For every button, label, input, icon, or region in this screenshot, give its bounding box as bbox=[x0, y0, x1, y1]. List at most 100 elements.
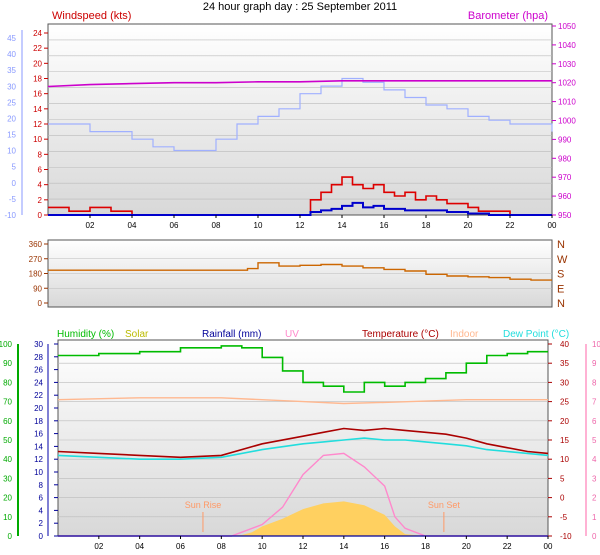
wind-direction-line bbox=[48, 262, 552, 281]
x-tick-label: 10 bbox=[254, 221, 263, 230]
x-tick-label: 04 bbox=[135, 542, 144, 551]
uv-tick-label: 9 bbox=[592, 359, 597, 368]
x-tick-label: 08 bbox=[217, 542, 226, 551]
direction-degree-tick: 0 bbox=[38, 299, 43, 308]
climate-axes: 1009080706050403020100302826242220181614… bbox=[0, 340, 600, 541]
temperature-tick-label: 40 bbox=[560, 340, 569, 349]
sun-annotations: Sun Rise Sun Set bbox=[185, 500, 461, 532]
climate-panel-background bbox=[57, 339, 549, 537]
uv-tick-label: 7 bbox=[592, 398, 597, 407]
windspeed-tick-label: 16 bbox=[33, 90, 42, 99]
sun-annotation-label: Sun Set bbox=[428, 500, 461, 510]
temperature-tick-label: 30 bbox=[560, 378, 569, 387]
temperature-tick-label: -5 bbox=[560, 513, 568, 522]
humidity-line bbox=[58, 345, 548, 393]
uv-tick-label: 10 bbox=[592, 340, 600, 349]
legend-entry: Temperature (°C) bbox=[362, 329, 439, 340]
humidity-tick-label: 30 bbox=[3, 474, 12, 483]
climate-legend: Humidity (%) Solar Rainfall (mm) UV Temperat… bbox=[57, 329, 569, 340]
x-tick-label: 16 bbox=[380, 542, 389, 551]
humidity-tick-label: 60 bbox=[3, 417, 12, 426]
x-tick-label: 00 bbox=[544, 542, 553, 551]
windspeed-tick-label: 20 bbox=[33, 59, 42, 68]
direction-compass-tick: S bbox=[557, 269, 564, 281]
x-tick-label: 20 bbox=[462, 542, 471, 551]
wind-series bbox=[47, 77, 553, 216]
wind-outer-tick-label: 35 bbox=[7, 66, 16, 75]
barometer-axis: 1050 1040 1030 1020 1010 1000 990 980 970 960 950 bbox=[552, 22, 576, 220]
solar-area bbox=[58, 501, 548, 536]
rainfall-tick-label: 26 bbox=[34, 366, 43, 375]
direction-series bbox=[48, 262, 552, 281]
barometer-tick-label: 1020 bbox=[558, 79, 576, 88]
gust-line bbox=[48, 77, 553, 152]
x-tick-label: 16 bbox=[380, 221, 389, 230]
windspeed-tick-label: 18 bbox=[33, 75, 42, 84]
rainfall-tick-label: 4 bbox=[39, 506, 44, 515]
wind-x-axis: 02 04 06 08 10 12 14 16 18 20 22 00 bbox=[86, 215, 557, 230]
rainfall-tick-label: 12 bbox=[34, 455, 43, 464]
barometer-line bbox=[47, 80, 552, 88]
x-tick-label: 14 bbox=[339, 542, 348, 551]
rainfall-tick-label: 22 bbox=[34, 391, 43, 400]
barometer-tick-label: 1040 bbox=[558, 41, 576, 50]
barometer-tick-label: 1030 bbox=[558, 60, 576, 69]
rainfall-tick-label: 16 bbox=[34, 430, 43, 439]
x-tick-label: 06 bbox=[176, 542, 185, 551]
legend-entry: UV bbox=[285, 329, 299, 340]
legend-entry: Humidity (%) bbox=[57, 329, 114, 340]
humidity-tick-label: 20 bbox=[3, 494, 12, 503]
climate-x-axis: 02 04 06 08 10 12 14 16 18 20 22 00 bbox=[94, 536, 553, 551]
sun-annotation-label: Sun Rise bbox=[185, 500, 222, 510]
wind-outer-tick-label: 45 bbox=[7, 34, 16, 43]
rainfall-tick-label: 2 bbox=[39, 519, 44, 528]
rainfall-tick-label: 28 bbox=[34, 353, 43, 362]
direction-compass-tick: N bbox=[557, 298, 565, 310]
x-tick-label: 10 bbox=[258, 542, 267, 551]
temperature-tick-label: 25 bbox=[560, 398, 569, 407]
wind-gridlines bbox=[48, 39, 552, 200]
rainfall-tick-label: 18 bbox=[34, 417, 43, 426]
barometer-tick-label: 960 bbox=[558, 192, 572, 201]
temperature-line bbox=[57, 427, 549, 459]
temperature-tick-label: 35 bbox=[560, 359, 569, 368]
humidity-tick-label: 40 bbox=[3, 455, 12, 464]
direction-degree-tick: 90 bbox=[33, 284, 42, 293]
x-tick-label: 22 bbox=[503, 542, 512, 551]
x-tick-label: 02 bbox=[94, 542, 103, 551]
wind-outer-axis: 45 40 35 30 25 20 15 10 5 0 -5 -10 bbox=[4, 30, 23, 220]
barometer-tick-label: 1000 bbox=[558, 117, 576, 126]
x-tick-label: 08 bbox=[212, 221, 221, 230]
uv-tick-label: 2 bbox=[592, 494, 597, 503]
humidity-tick-label: 80 bbox=[3, 378, 12, 387]
x-tick-label: 12 bbox=[296, 221, 305, 230]
legend-entry: Indoor bbox=[450, 329, 479, 340]
wind-outer-tick-label: 25 bbox=[7, 98, 16, 107]
wind-outer-tick-label: 30 bbox=[7, 82, 16, 91]
humidity-tick-label: 50 bbox=[3, 436, 12, 445]
rainfall-tick-label: 10 bbox=[34, 468, 43, 477]
rainfall-tick-label: 14 bbox=[34, 442, 43, 451]
wind-outer-tick-label: 20 bbox=[7, 114, 16, 123]
barometer-tick-label: 980 bbox=[558, 154, 572, 163]
legend-entry: Solar bbox=[125, 329, 149, 340]
rainfall-tick-label: 0 bbox=[39, 532, 44, 541]
uv-tick-label: 3 bbox=[592, 474, 597, 483]
windspeed-tick-label: 8 bbox=[38, 150, 43, 159]
wind-outer-tick-label: 40 bbox=[7, 50, 16, 59]
direction-degree-tick: 270 bbox=[29, 255, 43, 264]
uv-tick-label: 4 bbox=[592, 455, 597, 464]
windspeed-tick-label: 12 bbox=[33, 120, 42, 129]
direction-degree-axis: 360 270 180 90 0 bbox=[29, 240, 48, 308]
direction-degree-tick: 180 bbox=[29, 270, 43, 279]
rainfall-tick-label: 30 bbox=[34, 340, 43, 349]
uv-tick-label: 0 bbox=[592, 532, 597, 541]
wind-outer-tick-label: -10 bbox=[4, 211, 16, 220]
x-tick-label: 18 bbox=[421, 542, 430, 551]
barometer-tick-label: 950 bbox=[558, 211, 572, 220]
x-tick-label: 18 bbox=[422, 221, 431, 230]
indoor-line bbox=[57, 397, 548, 405]
x-tick-label: 20 bbox=[464, 221, 473, 230]
rainfall-tick-label: 6 bbox=[39, 494, 44, 503]
